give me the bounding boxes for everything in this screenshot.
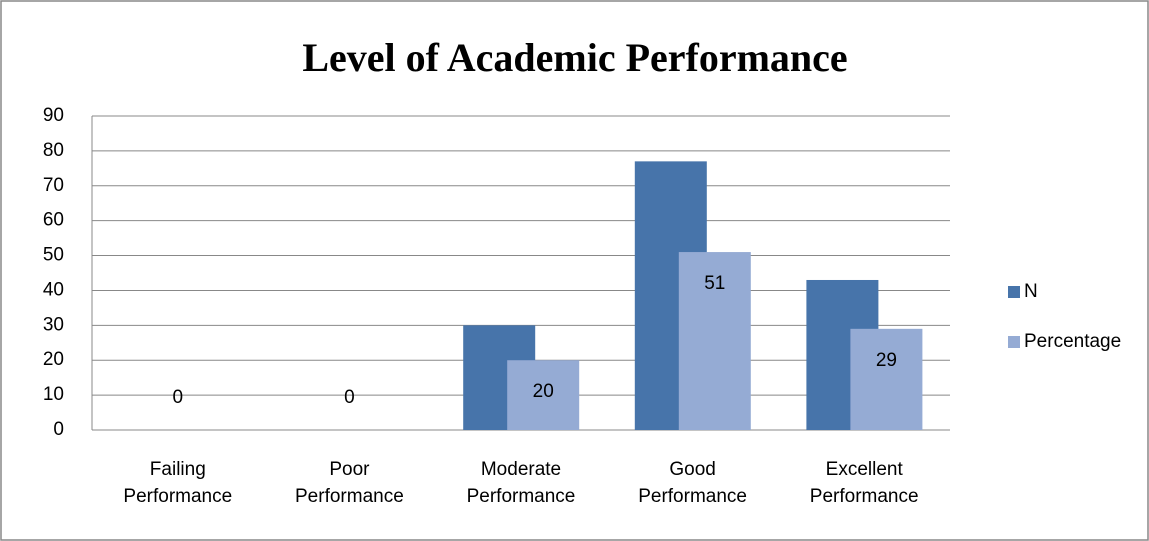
data-label: 0: [344, 387, 355, 408]
y-tick-label: 60: [43, 210, 64, 231]
data-label: 29: [876, 350, 897, 371]
legend-swatch: [1008, 336, 1020, 348]
legend-label: N: [1024, 281, 1038, 302]
x-tick-label: Excellent Performance: [810, 459, 919, 507]
x-tick-label: Good Performance: [638, 459, 747, 507]
y-tick-label: 0: [53, 419, 64, 440]
data-label: 0: [173, 387, 184, 408]
legend-swatch: [1008, 286, 1020, 298]
bar: [850, 328, 923, 430]
bar: [507, 360, 580, 430]
y-tick-label: 90: [43, 105, 64, 126]
x-tick-label: Moderate Performance: [467, 459, 576, 507]
legend-label: Percentage: [1024, 331, 1121, 352]
y-tick-label: 50: [43, 245, 64, 266]
chart-title: Level of Academic Performance: [302, 35, 847, 80]
y-tick-label: 70: [43, 175, 64, 196]
x-tick-label: Poor Performance: [295, 459, 404, 507]
y-tick-label: 40: [43, 279, 64, 300]
y-tick-label: 80: [43, 140, 64, 161]
y-tick-label: 20: [43, 349, 64, 370]
bar: [678, 252, 751, 430]
x-tick-label: Failing Performance: [123, 459, 232, 507]
data-label: 51: [704, 273, 725, 294]
data-label: 20: [533, 381, 554, 402]
y-tick-label: 10: [43, 384, 64, 405]
y-tick-label: 30: [43, 314, 64, 335]
